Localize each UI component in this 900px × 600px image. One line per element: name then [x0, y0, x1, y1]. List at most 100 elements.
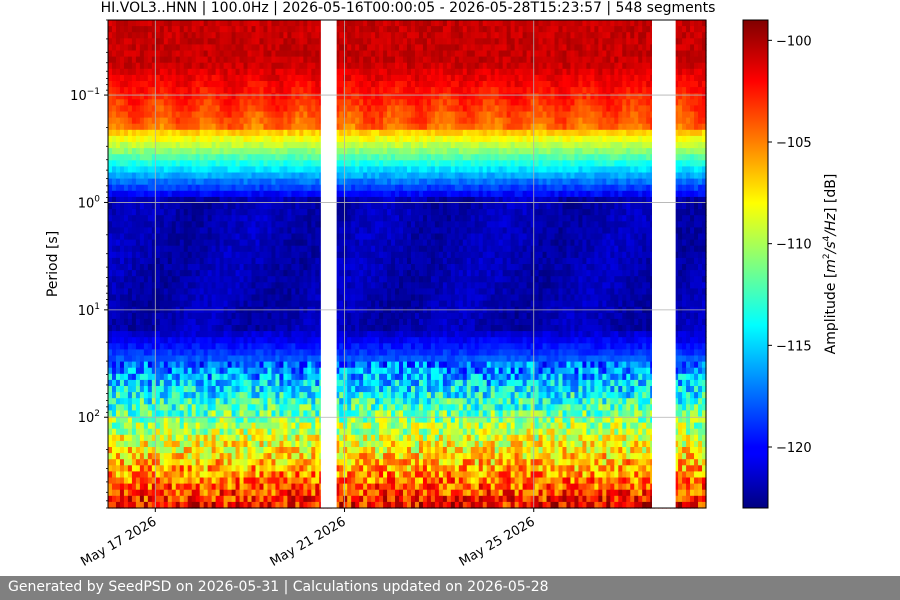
heatmap-cell — [239, 312, 245, 320]
heatmap-cell — [223, 386, 229, 393]
heatmap-cell — [303, 184, 308, 192]
heatmap-cell — [115, 111, 121, 119]
heatmap-cell — [299, 440, 304, 448]
heatmap-cell — [163, 276, 169, 283]
heatmap-cell — [183, 160, 189, 167]
heatmap-cell — [207, 379, 213, 387]
heatmap-cell — [199, 44, 205, 52]
heatmap-cell — [108, 26, 113, 33]
heatmap-cell — [351, 239, 356, 247]
heatmap-cell — [223, 282, 229, 289]
heatmap-cell — [239, 331, 245, 338]
heatmap-cell — [211, 447, 217, 454]
heatmap-cell — [119, 367, 125, 375]
heatmap-cell — [227, 172, 233, 180]
heatmap-cell — [251, 117, 257, 125]
heatmap-cell — [108, 135, 113, 143]
heatmap-cell — [123, 99, 129, 106]
heatmap-cell — [219, 50, 225, 58]
heatmap-cell — [179, 62, 185, 70]
heatmap-cell — [311, 123, 316, 131]
heatmap-cell — [111, 404, 117, 411]
heatmap-cell — [259, 209, 265, 216]
heatmap-cell — [108, 361, 113, 369]
heatmap-cell — [123, 440, 129, 448]
heatmap-cell — [311, 32, 316, 39]
heatmap-cell — [179, 166, 185, 174]
heatmap-cell — [267, 239, 273, 247]
heatmap-cell — [339, 105, 344, 113]
heatmap-cell — [195, 32, 201, 39]
heatmap-cell — [287, 117, 292, 125]
heatmap-cell — [187, 422, 193, 430]
heatmap-cell — [111, 343, 117, 350]
heatmap-cell — [143, 386, 149, 393]
heatmap-cell — [235, 404, 241, 411]
heatmap-cell — [351, 404, 356, 411]
heatmap-cell — [315, 38, 320, 45]
heatmap-cell — [351, 459, 356, 466]
heatmap-cell — [287, 276, 292, 283]
heatmap-cell — [275, 282, 281, 289]
heatmap-cell — [187, 20, 193, 27]
heatmap-cell — [275, 477, 281, 485]
heatmap-cell — [207, 465, 213, 472]
heatmap-cell — [108, 123, 113, 131]
heatmap-cell — [267, 477, 273, 485]
heatmap-cell — [339, 312, 344, 320]
heatmap-cell — [271, 386, 277, 393]
heatmap-cell — [343, 386, 348, 393]
heatmap-cell — [271, 196, 277, 204]
heatmap-cell — [287, 215, 292, 222]
heatmap-cell — [108, 337, 113, 344]
heatmap-cell — [127, 465, 133, 472]
heatmap-cell — [251, 300, 257, 308]
heatmap-cell — [255, 172, 261, 180]
heatmap-cell — [291, 251, 296, 259]
heatmap-cell — [283, 105, 288, 113]
heatmap-cell — [115, 184, 121, 192]
heatmap-cell — [219, 379, 225, 387]
heatmap-cell — [283, 288, 288, 296]
heatmap-cell — [247, 477, 253, 485]
heatmap-cell — [243, 117, 249, 125]
heatmap-cell — [127, 239, 133, 247]
heatmap-cell — [335, 288, 340, 296]
heatmap-cell — [267, 282, 273, 289]
heatmap-cell — [167, 428, 173, 436]
heatmap-cell — [255, 355, 261, 363]
heatmap-cell — [303, 142, 308, 149]
heatmap-cell — [263, 264, 269, 271]
heatmap-cell — [159, 416, 165, 424]
heatmap-cell — [303, 160, 308, 167]
heatmap-cell — [151, 99, 157, 106]
heatmap-cell — [315, 227, 320, 235]
heatmap-cell — [199, 318, 205, 326]
heatmap-cell — [187, 178, 193, 186]
heatmap-cell — [351, 325, 356, 332]
heatmap-cell — [211, 81, 217, 88]
heatmap-cell — [127, 32, 133, 39]
heatmap-cell — [223, 398, 229, 405]
heatmap-cell — [219, 32, 225, 39]
heatmap-cell — [155, 392, 161, 399]
heatmap-cell — [299, 26, 304, 33]
heatmap-cell — [259, 93, 265, 100]
heatmap-cell — [227, 422, 233, 430]
heatmap-cell — [163, 20, 169, 27]
heatmap-cell — [223, 264, 229, 271]
heatmap-cell — [299, 483, 304, 491]
heatmap-cell — [267, 404, 273, 411]
heatmap-cell — [207, 282, 213, 289]
heatmap-cell — [183, 337, 189, 344]
heatmap-cell — [287, 26, 292, 33]
heatmap-cell — [315, 386, 320, 393]
heatmap-cell — [143, 62, 149, 70]
heatmap-cell — [151, 251, 157, 259]
heatmap-cell — [223, 87, 229, 94]
heatmap-cell — [111, 434, 117, 442]
heatmap-cell — [119, 386, 125, 393]
heatmap-cell — [139, 172, 145, 180]
heatmap-cell — [347, 221, 352, 228]
heatmap-cell — [307, 233, 312, 241]
